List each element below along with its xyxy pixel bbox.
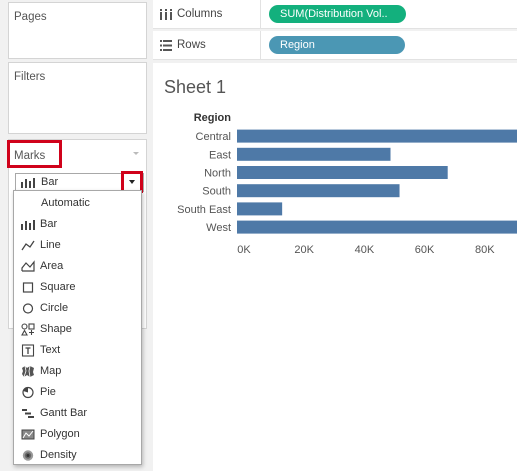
bar-west bbox=[237, 220, 517, 234]
bar-east bbox=[237, 147, 391, 161]
rows-icon bbox=[160, 40, 172, 54]
sheet-view[interactable]: Sheet 1 Region Central East North South South… bbox=[153, 63, 517, 471]
menu-item-map[interactable]: Map bbox=[14, 361, 141, 382]
menu-item-label: Density bbox=[40, 449, 77, 461]
menu-item-area[interactable]: Area bbox=[14, 256, 141, 277]
menu-item-label: Square bbox=[40, 281, 76, 293]
marks-title-highlight bbox=[7, 140, 62, 168]
menu-item-gantt-bar[interactable]: Gantt Bar bbox=[14, 403, 141, 424]
circle-icon bbox=[21, 302, 35, 315]
sheet-title: Sheet 1 bbox=[164, 77, 227, 97]
category-label: South East bbox=[177, 204, 231, 216]
filters-title: Filters bbox=[14, 71, 46, 83]
menu-item-label: Pie bbox=[40, 386, 56, 398]
menu-item-circle[interactable]: Circle bbox=[14, 298, 141, 319]
rows-shelf[interactable]: Rows Region bbox=[153, 31, 517, 60]
x-tick-label: 60K bbox=[415, 244, 435, 256]
menu-item-bar[interactable]: Bar bbox=[14, 214, 141, 235]
text-icon bbox=[21, 344, 35, 357]
square-icon bbox=[21, 281, 35, 294]
category-label: West bbox=[206, 222, 231, 234]
menu-item-density[interactable]: Density bbox=[14, 445, 141, 466]
menu-item-polygon[interactable]: Polygon bbox=[14, 424, 141, 445]
menu-item-shape[interactable]: Shape bbox=[14, 319, 141, 340]
menu-item-label: Gantt Bar bbox=[40, 407, 88, 419]
mark-type-menu: Automatic Bar Line Area Square Circle Sh… bbox=[13, 190, 142, 465]
columns-label: Columns bbox=[177, 8, 223, 20]
menu-item-label: Polygon bbox=[40, 428, 80, 440]
menu-item-label: Bar bbox=[40, 218, 58, 230]
menu-item-pie[interactable]: Pie bbox=[14, 382, 141, 403]
bar-north bbox=[237, 166, 448, 179]
bar-chart: Region Central East North South South East Wes… bbox=[177, 112, 517, 256]
bar-icon bbox=[21, 177, 35, 191]
map-icon bbox=[21, 365, 35, 378]
category-label: Central bbox=[196, 131, 231, 143]
columns-icon bbox=[160, 9, 172, 23]
menu-item-label: Line bbox=[40, 239, 61, 251]
shelf-divider bbox=[260, 0, 261, 29]
menu-item-label: Circle bbox=[40, 302, 69, 314]
x-tick-label: 80K bbox=[475, 244, 495, 256]
columns-shelf[interactable]: Columns SUM(Distribution Vol.. bbox=[153, 0, 517, 29]
rows-pill[interactable]: Region bbox=[269, 36, 405, 54]
menu-item-label: Automatic bbox=[41, 197, 90, 209]
menu-item-label: Area bbox=[40, 260, 64, 272]
line-icon bbox=[21, 239, 35, 252]
density-icon bbox=[21, 449, 35, 462]
mark-type-value: Bar bbox=[41, 176, 59, 188]
polygon-icon bbox=[21, 428, 35, 441]
bar-south-east bbox=[237, 202, 283, 216]
menu-item-label: Text bbox=[40, 344, 61, 356]
category-label: East bbox=[209, 149, 231, 161]
menu-item-label: Map bbox=[40, 365, 62, 377]
bar-central bbox=[237, 129, 517, 143]
menu-item-square[interactable]: Square bbox=[14, 277, 141, 298]
y-axis-title: Region bbox=[194, 112, 232, 124]
category-label: North bbox=[204, 168, 231, 180]
x-tick-label: 40K bbox=[355, 244, 375, 256]
shelf-divider bbox=[260, 31, 261, 60]
pages-title: Pages bbox=[14, 11, 47, 23]
category-label: South bbox=[202, 186, 231, 198]
area-icon bbox=[21, 260, 35, 273]
gantt-bar-icon bbox=[21, 407, 35, 420]
columns-pill[interactable]: SUM(Distribution Vol.. bbox=[269, 5, 406, 23]
x-tick-label: 0K bbox=[237, 244, 251, 256]
pages-card[interactable]: Pages bbox=[8, 2, 147, 59]
marks-title: Marks bbox=[14, 150, 46, 162]
menu-item-automatic[interactable]: Automatic bbox=[14, 193, 141, 214]
pie-icon bbox=[21, 386, 35, 399]
x-tick-label: 20K bbox=[294, 244, 314, 256]
bar-south bbox=[237, 184, 400, 198]
bar-icon bbox=[21, 218, 35, 231]
menu-item-label: Shape bbox=[40, 323, 72, 335]
menu-item-text[interactable]: Text bbox=[14, 340, 141, 361]
menu-item-line[interactable]: Line bbox=[14, 235, 141, 256]
shape-icon bbox=[21, 323, 35, 336]
chevron-down-icon bbox=[129, 180, 135, 184]
filters-card[interactable]: Filters bbox=[8, 62, 147, 134]
marks-card-menu-icon[interactable] bbox=[133, 152, 139, 155]
rows-label: Rows bbox=[177, 39, 206, 51]
